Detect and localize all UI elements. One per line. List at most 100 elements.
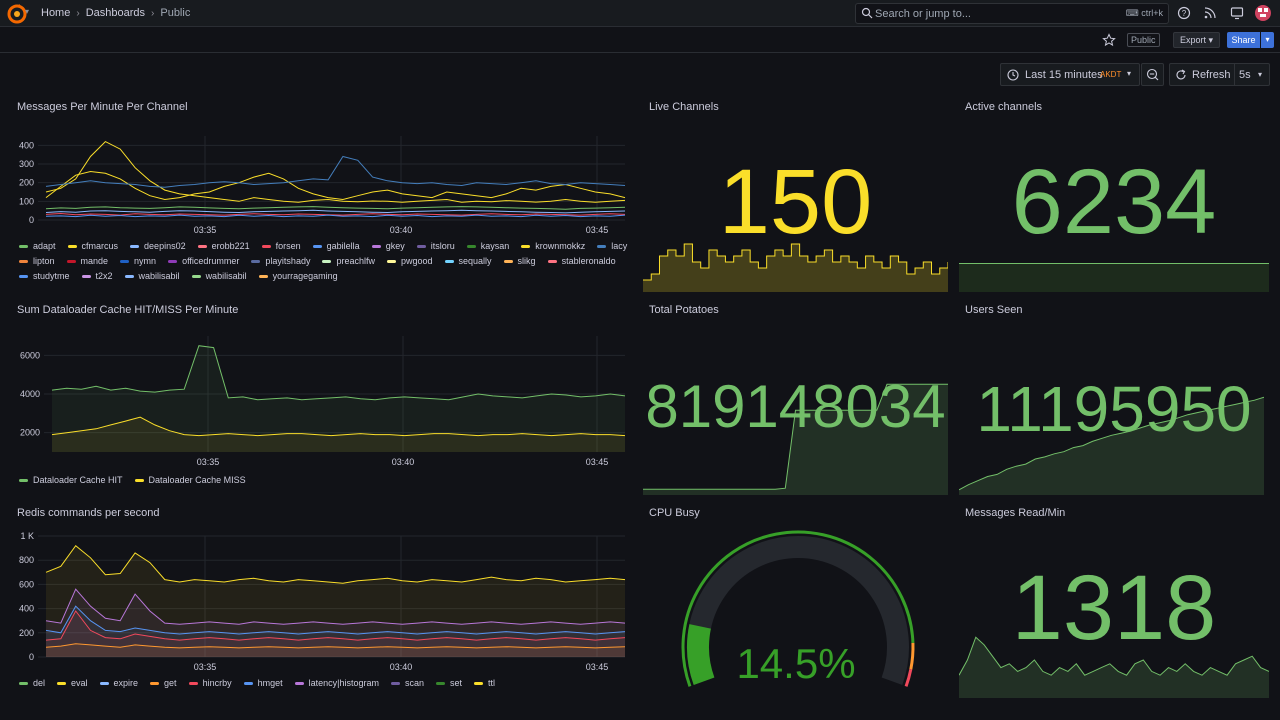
legend-item[interactable]: expire xyxy=(99,678,138,688)
legend-item[interactable]: itsloru xyxy=(416,241,455,251)
legend-item[interactable]: playitshady xyxy=(251,256,310,266)
x-tick-label: 03:40 xyxy=(390,225,413,235)
refresh-interval[interactable]: 5s xyxy=(1239,69,1251,81)
help-icon[interactable]: ? xyxy=(1177,6,1191,20)
redis-chart[interactable]: 0 200 400 600 800 1 K 03:35 03:40 03:45 xyxy=(14,530,628,675)
legend-label: latency|histogram xyxy=(308,678,379,688)
export-button[interactable]: Export ▾ xyxy=(1173,32,1221,48)
legend-item[interactable]: preachlfw xyxy=(322,256,375,266)
panel-title-live-channels[interactable]: Live Channels xyxy=(649,101,719,113)
legend-item[interactable]: get xyxy=(150,678,177,688)
legend-item[interactable]: kaysan xyxy=(466,241,509,251)
zoom-out-button[interactable] xyxy=(1141,63,1164,86)
legend-item[interactable]: adapt xyxy=(19,241,56,251)
series-line[interactable] xyxy=(45,610,626,641)
chevron-down-icon[interactable]: ▾ xyxy=(25,7,30,16)
legend-swatch xyxy=(322,259,332,263)
panel-title-messages-read[interactable]: Messages Read/Min xyxy=(965,507,1066,519)
breadcrumb-home[interactable]: Home xyxy=(41,7,71,19)
series-line[interactable] xyxy=(45,605,626,635)
zoom-out-icon xyxy=(1146,68,1159,81)
legend-item[interactable]: del xyxy=(19,678,45,688)
search-input[interactable]: Search or jump to... ⌨ ctrl+k xyxy=(855,3,1169,24)
legend-item[interactable]: wabilisabil xyxy=(124,271,180,281)
legend-label: ttl xyxy=(488,678,496,688)
panel-title-total-potatoes[interactable]: Total Potatoes xyxy=(649,304,719,316)
panel-title-messages[interactable]: Messages Per Minute Per Channel xyxy=(17,101,188,113)
legend-label: hmget xyxy=(257,678,283,688)
series-line[interactable] xyxy=(51,345,626,401)
legend-item[interactable]: latency|histogram xyxy=(294,678,379,688)
x-tick-label: 03:45 xyxy=(586,225,609,235)
legend-swatch xyxy=(386,259,396,263)
legend-item[interactable]: nymn xyxy=(120,256,156,266)
legend-swatch xyxy=(57,681,67,685)
legend-item[interactable]: hincrby xyxy=(188,678,232,688)
messages-chart[interactable]: 0 100 200 300 400 03:35 03:40 03:45 xyxy=(14,128,628,238)
legend-item[interactable]: t2x2 xyxy=(81,271,113,281)
series-line[interactable] xyxy=(51,416,626,437)
legend-item[interactable]: mande xyxy=(66,256,108,266)
legend-item[interactable]: officedrummer xyxy=(168,256,239,266)
time-range-picker[interactable]: Last 15 minutes AKDT ▾ xyxy=(1000,63,1140,86)
share-dropdown-button[interactable]: ▾ xyxy=(1261,32,1274,48)
legend-item[interactable]: ttl xyxy=(474,678,495,688)
series-line[interactable] xyxy=(45,544,626,584)
legend-item[interactable]: hmget xyxy=(243,678,283,688)
legend-item[interactable]: gkey xyxy=(371,241,405,251)
series-line[interactable] xyxy=(45,140,626,203)
series-line[interactable] xyxy=(45,170,626,201)
series-line[interactable] xyxy=(45,214,626,218)
legend-label: set xyxy=(449,678,462,688)
legend-item[interactable]: lacy xyxy=(597,241,627,251)
legend-item[interactable]: pwgood xyxy=(386,256,433,266)
legend-item[interactable]: cfmarcus xyxy=(67,241,118,251)
legend-item[interactable]: Dataloader Cache HIT xyxy=(19,475,123,485)
legend-item[interactable]: krownmokkz xyxy=(521,241,585,251)
series-line[interactable] xyxy=(45,209,626,214)
users-seen-value: 11195950 xyxy=(976,373,1252,445)
star-icon[interactable] xyxy=(1102,33,1116,47)
panel-title-active-channels[interactable]: Active channels xyxy=(965,101,1043,113)
legend-item[interactable]: lipton xyxy=(19,256,55,266)
legend-item[interactable]: scan xyxy=(390,678,424,688)
panel-title-cache[interactable]: Sum Dataloader Cache HIT/MISS Per Minute xyxy=(17,304,239,316)
rss-news-icon[interactable] xyxy=(1203,6,1217,20)
legend-item[interactable]: yourragegaming xyxy=(258,271,338,281)
legend-swatch xyxy=(444,259,454,263)
refresh-picker[interactable]: Refresh 5s ▾ xyxy=(1169,63,1270,86)
series-line[interactable] xyxy=(45,212,626,216)
legend-item[interactable]: Dataloader Cache MISS xyxy=(134,475,246,485)
series-line[interactable] xyxy=(45,643,626,649)
legend-item[interactable]: forsen xyxy=(261,241,301,251)
legend-item[interactable]: set xyxy=(435,678,462,688)
y-tick-label: 800 xyxy=(19,555,34,565)
legend-label: itsloru xyxy=(430,241,455,251)
legend-item[interactable]: stableronaldo xyxy=(547,256,616,266)
series-line[interactable] xyxy=(45,588,626,625)
legend-swatch xyxy=(466,244,476,248)
refresh-button[interactable]: Refresh xyxy=(1192,69,1231,81)
legend-item[interactable]: sequally xyxy=(444,256,492,266)
panel-title-users-seen[interactable]: Users Seen xyxy=(965,304,1023,316)
share-button[interactable]: Share xyxy=(1227,32,1260,48)
panel-title-cpu-busy[interactable]: CPU Busy xyxy=(649,507,700,519)
legend-item[interactable]: eval xyxy=(57,678,88,688)
breadcrumb-dashboards[interactable]: Dashboards xyxy=(85,7,146,19)
public-badge: Public xyxy=(1127,33,1160,47)
grafana-logo-icon[interactable] xyxy=(7,4,27,24)
series-line[interactable] xyxy=(45,155,626,188)
legend-item[interactable]: wabilisabil xyxy=(191,271,247,281)
kiosk-monitor-icon[interactable] xyxy=(1230,6,1244,20)
legend-item[interactable]: erobb221 xyxy=(197,241,250,251)
panel-title-redis[interactable]: Redis commands per second xyxy=(17,507,160,519)
user-avatar[interactable] xyxy=(1255,5,1271,21)
cache-chart[interactable]: 2000 4000 6000 03:35 03:40 03:45 xyxy=(14,330,628,470)
legend-item[interactable]: deepins02 xyxy=(130,241,186,251)
series-line[interactable] xyxy=(45,206,626,210)
legend-item[interactable]: slikg xyxy=(503,256,536,266)
legend-swatch xyxy=(390,681,400,685)
legend-item[interactable]: studytme xyxy=(19,271,70,281)
legend-item[interactable]: gabilella xyxy=(312,241,360,251)
legend-swatch xyxy=(67,244,77,248)
